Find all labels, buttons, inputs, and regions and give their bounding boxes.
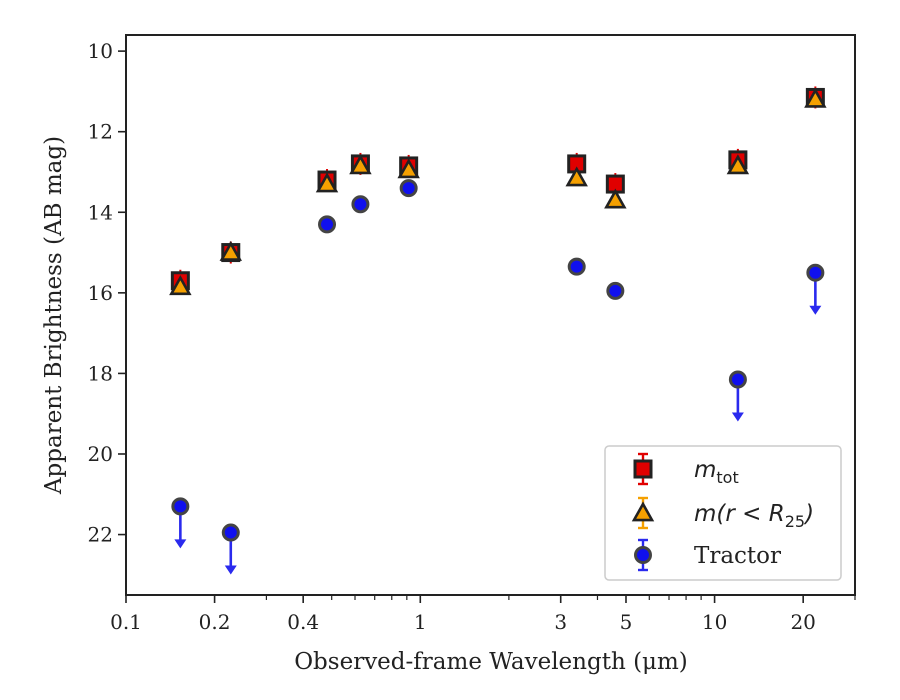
x-tick-label: 0.4 [287, 610, 319, 634]
tractor-point [606, 281, 625, 300]
legend-marker [634, 546, 652, 564]
tractor-point [806, 263, 825, 282]
legend-label-subscript: tot [716, 468, 738, 487]
upper-limit-arrow-head [224, 565, 237, 575]
legend-label: m(r < R25) [694, 501, 814, 531]
legend-label: mtot [694, 457, 739, 487]
x-tick-label: 3 [554, 610, 567, 634]
tractor-point [399, 179, 418, 198]
m-r25-point [726, 154, 750, 175]
axis-ticks: 10 12 14 16 18 20 22 0.1 0.2 0.4 1 3 5 10 20 [88, 39, 856, 634]
y-tick-label: 16 [88, 281, 113, 305]
legend-box [604, 445, 842, 581]
y-axis-label: Apparent Brightness (AB mag) [41, 136, 67, 495]
x-tick-label: 10 [702, 610, 727, 634]
m-r25-point [565, 166, 588, 187]
data-marks [169, 86, 827, 575]
legend-marker [631, 501, 655, 522]
y-tick-label: 12 [88, 120, 113, 144]
legend-label: Tractor [694, 543, 781, 569]
m-r25-point [315, 172, 339, 193]
x-tick-label: 0.1 [110, 610, 142, 634]
y-tick-label: 20 [88, 442, 113, 466]
tractor-point [728, 370, 747, 389]
y-tick-label: 10 [88, 39, 113, 63]
legend-label-main: m(r < R [694, 501, 785, 527]
x-tick-label: 5 [620, 610, 633, 634]
m-r25-point [169, 275, 192, 296]
x-tick-label: 1 [414, 610, 427, 634]
y-tick-label: 18 [88, 361, 113, 385]
tractor-point [318, 215, 337, 234]
tractor-point [351, 195, 370, 214]
x-tick-label: 20 [790, 610, 815, 634]
upper-limit-arrow-head [731, 412, 744, 422]
m-r25-point [219, 240, 242, 261]
tractor-point [171, 497, 190, 516]
plot-frame [125, 34, 856, 596]
tractor-point [567, 257, 586, 276]
x-tick-label: 0.2 [199, 610, 231, 634]
x-axis-label: Observed-frame Wavelength (μm) [294, 649, 688, 675]
legend-label-subscript: 25 [785, 512, 805, 531]
legend-label-main: m [694, 457, 716, 483]
plot-area [125, 34, 856, 596]
legend-label-tail: ) [803, 501, 814, 527]
y-tick-label: 14 [88, 200, 113, 224]
m-r25-point [604, 188, 627, 209]
legend: mtot m(r < R25) Tractor [604, 445, 842, 581]
legend-marker [633, 459, 653, 479]
m-r25-point [397, 158, 420, 179]
upper-limit-arrow-head [809, 305, 822, 315]
upper-limit-arrow-head [174, 539, 187, 549]
tractor-point [221, 523, 240, 542]
m-r25-point [349, 154, 372, 175]
m-r25-point [804, 87, 827, 108]
y-tick-label: 22 [88, 523, 113, 547]
